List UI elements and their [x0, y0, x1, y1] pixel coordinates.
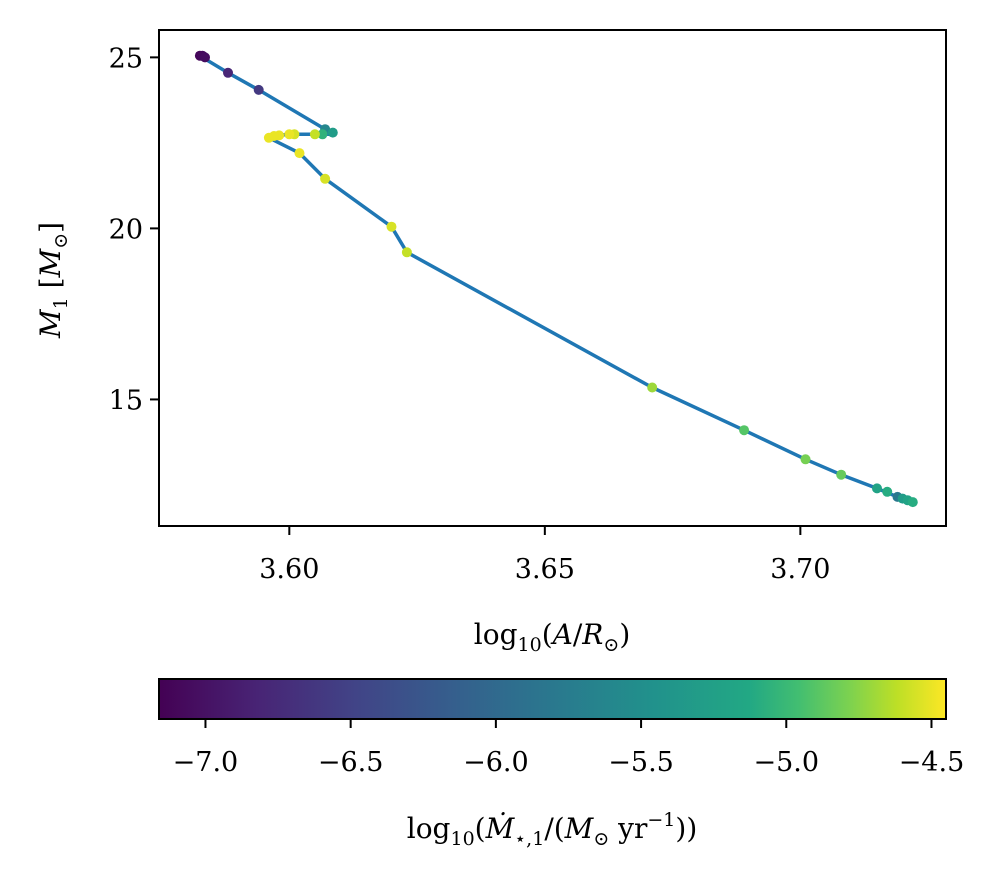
- data-point-27: [907, 497, 918, 508]
- data-point-10: [284, 129, 295, 140]
- x-axis-label-close: ): [619, 618, 630, 651]
- y-axis-ticks: 15 20 25: [109, 43, 159, 416]
- y-tick-label: 20: [109, 214, 143, 245]
- data-point-13: [263, 132, 274, 143]
- colorbar-label-mid: /(: [544, 812, 564, 845]
- data-point-8: [309, 129, 320, 140]
- y-tick-label: 25: [109, 43, 143, 74]
- y-axis-label-sun: ⊙: [50, 233, 72, 249]
- colorbar-tick-label: −5.5: [608, 747, 674, 778]
- data-point-15: [320, 173, 331, 184]
- colorbar-label: log10(Ṁ⋆,1/(M⊙ yr−1)): [407, 809, 698, 850]
- y-axis-label-subscript: 1: [50, 297, 72, 309]
- colorbar-tick-label: −6.0: [463, 747, 529, 778]
- colorbar-label-open: (: [475, 812, 486, 845]
- data-point-21: [836, 469, 847, 480]
- data-point-4: [253, 84, 264, 95]
- plot-background: [159, 30, 946, 526]
- colorbar-tick-label: −5.0: [753, 747, 819, 778]
- x-tick-label: 3.70: [770, 554, 830, 585]
- x-tick-label: 3.60: [259, 554, 319, 585]
- x-axis-label-var1: A: [550, 618, 573, 651]
- x-axis-label-subscript: 10: [518, 634, 542, 656]
- x-axis-label-base: log: [474, 618, 518, 651]
- data-point-2: [200, 52, 210, 63]
- colorbar-frame: [158, 678, 947, 720]
- x-axis-label-sun: ⊙: [603, 634, 619, 656]
- colorbar-tick-label: −7.0: [173, 747, 239, 778]
- y-axis-label: M1 [M⊙]: [34, 222, 72, 339]
- data-points: [194, 50, 918, 508]
- colorbar-label-base: log: [407, 812, 451, 845]
- x-axis-label-open: (: [542, 618, 553, 651]
- colorbar-gradient: [159, 679, 946, 719]
- colorbar-label-close: )): [675, 812, 697, 845]
- x-axis-label-slash: /: [573, 618, 583, 651]
- x-axis-label: log10(A/R⊙): [474, 618, 631, 656]
- data-point-23: [882, 486, 893, 497]
- data-point-17: [401, 247, 412, 258]
- x-axis-label-var2: R: [581, 618, 603, 651]
- main-plot: 3.60 3.65 3.70 15 20 25: [109, 29, 947, 585]
- colorbar-label-exponent: −1: [647, 809, 675, 831]
- data-point-16: [386, 221, 397, 232]
- colorbar-label-sun: ⊙: [593, 828, 609, 850]
- x-tick-label: 3.65: [515, 554, 575, 585]
- colorbar-label-mvar: M: [564, 812, 595, 845]
- y-tick-label: 15: [109, 385, 143, 416]
- data-point-22: [872, 483, 882, 494]
- colorbar-label-subs: ⋆,1: [514, 828, 544, 850]
- plot-content: [194, 50, 918, 508]
- colorbar: −7.0 −6.5 −6.0 −5.5 −5.0 −4.5: [158, 678, 965, 778]
- colorbar-ticks: −7.0 −6.5 −6.0 −5.5 −5.0 −4.5: [173, 719, 965, 778]
- colorbar-label-subscript: 10: [450, 828, 474, 850]
- y-axis-label-mvar: M: [34, 247, 67, 278]
- colorbar-label-unit: yr: [609, 812, 648, 845]
- colorbar-tick-label: −6.5: [318, 747, 384, 778]
- colorbar-tick-label: −4.5: [899, 747, 965, 778]
- y-axis-label-var: M: [34, 308, 67, 339]
- data-point-19: [739, 425, 750, 436]
- data-point-7: [317, 129, 328, 140]
- y-axis-label-open: [: [34, 277, 67, 297]
- data-point-20: [800, 454, 811, 465]
- data-point-14: [294, 148, 305, 159]
- data-point-6: [327, 127, 338, 138]
- y-axis-label-close: ]: [34, 222, 67, 233]
- plot-frame: [158, 29, 947, 527]
- data-point-18: [647, 382, 658, 393]
- x-axis-ticks: 3.60 3.65 3.70: [259, 526, 830, 585]
- colorbar-label-var: Ṁ: [485, 812, 516, 845]
- data-point-3: [223, 67, 233, 78]
